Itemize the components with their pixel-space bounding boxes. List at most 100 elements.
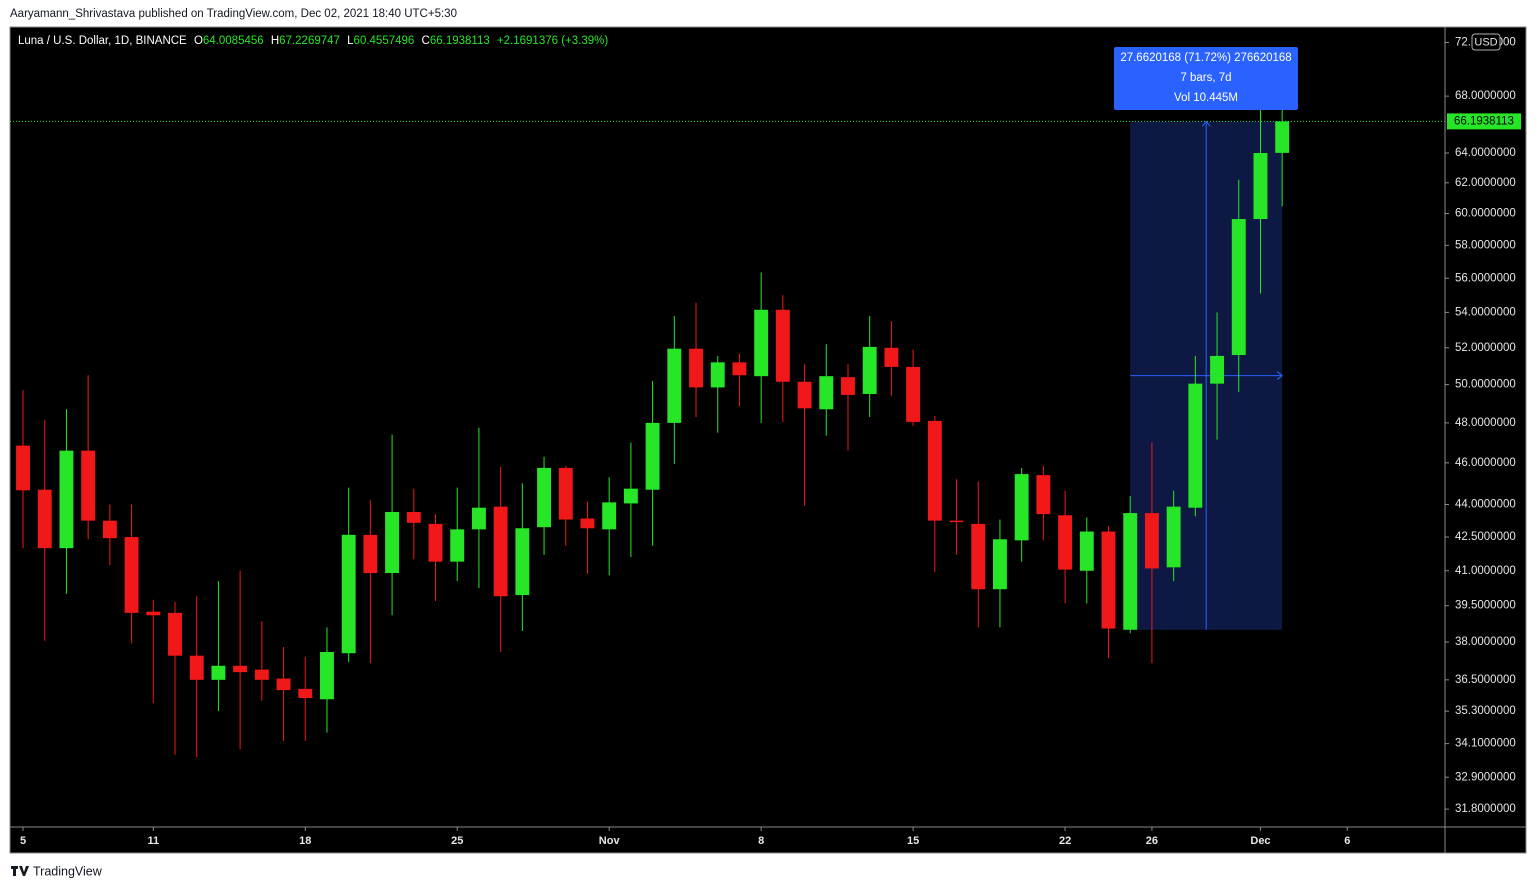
candle-body	[667, 348, 682, 423]
candle-body	[450, 529, 465, 562]
y-tick-label: 46.0000000	[1455, 457, 1516, 469]
currency-label: USD	[1474, 36, 1497, 48]
candle-body	[493, 506, 508, 597]
candle-body	[1036, 475, 1051, 515]
candle-body	[1166, 506, 1181, 568]
candle-body	[906, 366, 921, 422]
y-tick-label: 60.0000000	[1455, 208, 1516, 220]
y-tick-label: 34.1000000	[1455, 738, 1516, 750]
candle-body	[927, 420, 942, 521]
measure-label: 27.6620168 (71.72%) 276620168	[1120, 52, 1291, 64]
measure-horizontal-arrow	[1276, 371, 1283, 380]
candle-body	[124, 537, 139, 613]
legend-line: Luna / U.S. Dollar, 1D, BINANCE O64.0085…	[18, 35, 608, 47]
x-tick-label: 25	[451, 835, 463, 847]
y-tick-label: 31.8000000	[1455, 803, 1516, 815]
candle-body	[233, 665, 248, 673]
candle-body	[1014, 474, 1029, 541]
candle-body	[211, 665, 226, 680]
candle-body	[645, 422, 660, 490]
candle-body	[1188, 383, 1203, 508]
measure-vertical-arrow	[1201, 120, 1211, 127]
candle-body	[276, 678, 291, 691]
candle-body	[732, 362, 747, 376]
x-tick-label: 5	[20, 835, 26, 847]
candle-layer	[10, 106, 1445, 758]
candle-body	[1079, 531, 1094, 571]
measure-label: 7 bars, 7d	[1180, 72, 1231, 84]
y-tick-label: 52.0000000	[1455, 342, 1516, 354]
x-tick-label: 26	[1146, 835, 1158, 847]
y-tick-label: 32.9000000	[1455, 771, 1516, 783]
candle-body	[59, 450, 74, 549]
candle-body	[1101, 531, 1116, 629]
candle-body	[710, 362, 725, 388]
candle-body	[1123, 513, 1138, 630]
x-tick-label: 18	[299, 835, 311, 847]
last-price-label: 66.1938113	[1454, 115, 1514, 127]
currency-box	[1471, 33, 1501, 51]
ohlc-letter: L	[347, 35, 354, 47]
candle-body	[1275, 121, 1290, 153]
y-tick-label: 41.0000000	[1455, 565, 1516, 577]
y-tick-label: 39.5000000	[1455, 600, 1516, 612]
ohlc-value: 67.2269747	[279, 35, 340, 47]
y-tick-label: 54.0000000	[1455, 306, 1516, 318]
ohlc-letter: O	[194, 35, 203, 47]
ohlc-value: 60.4557496	[354, 35, 415, 47]
brand: TradingView	[11, 864, 103, 878]
candle-body	[623, 488, 638, 504]
candle-body	[428, 523, 443, 562]
y-tick-label: 62.0000000	[1455, 177, 1516, 189]
candle-body	[775, 309, 790, 382]
candle-body	[320, 651, 334, 700]
candle-body	[689, 348, 703, 388]
change-value: +2.1691376 (+3.39%)	[497, 35, 608, 47]
candle-body	[81, 450, 96, 521]
candle-body	[298, 688, 313, 698]
candle-body	[1058, 515, 1073, 570]
brand-name: TradingView	[33, 864, 103, 878]
x-tick-label: 11	[147, 835, 159, 847]
y-tick-label: 68.0000000	[1455, 90, 1516, 102]
candle-body	[102, 520, 117, 539]
x-tick-label: Dec	[1250, 835, 1270, 847]
y-tick-label: 44.0000000	[1455, 499, 1516, 511]
candle-body	[602, 502, 617, 530]
candle-body	[189, 655, 204, 680]
candle-body	[1144, 513, 1159, 569]
candle-body	[580, 518, 595, 529]
candle-body	[363, 534, 378, 574]
candle-body	[385, 511, 400, 574]
y-tick-label: 38.0000000	[1455, 636, 1516, 648]
y-tick-label: 42.5000000	[1455, 531, 1516, 543]
candle-body	[16, 445, 30, 491]
candle-body	[797, 381, 812, 409]
candle-body	[341, 534, 356, 654]
candle-body	[884, 347, 899, 367]
candle-body	[949, 520, 964, 523]
candle-body	[862, 346, 877, 395]
y-tick-label: 58.0000000	[1455, 239, 1516, 251]
x-tick-label: Nov	[599, 835, 621, 847]
ohlc-value: 64.0085456	[203, 35, 264, 47]
ohlc-value: 66.1938113	[430, 35, 490, 47]
candle-body	[971, 523, 986, 590]
last-price-tag	[1447, 113, 1521, 130]
y-tick-label: 35.3000000	[1455, 705, 1516, 717]
candle-body	[558, 467, 573, 520]
chart-background	[9, 26, 1527, 854]
y-tick-label: 48.0000000	[1455, 417, 1516, 429]
candle-body	[1253, 152, 1268, 220]
symbol-title: Luna / U.S. Dollar, 1D, BINANCE	[18, 35, 187, 47]
candle-body	[168, 612, 182, 656]
y-tick-label: 56.0000000	[1455, 272, 1516, 284]
y-tick-label: 50.0000000	[1455, 379, 1516, 391]
candle-body	[819, 376, 834, 410]
candle-body	[254, 669, 269, 680]
candle-body	[37, 489, 52, 549]
y-tick-label: 64.0000000	[1455, 147, 1516, 159]
measure-label: Vol 10.445M	[1174, 92, 1238, 104]
